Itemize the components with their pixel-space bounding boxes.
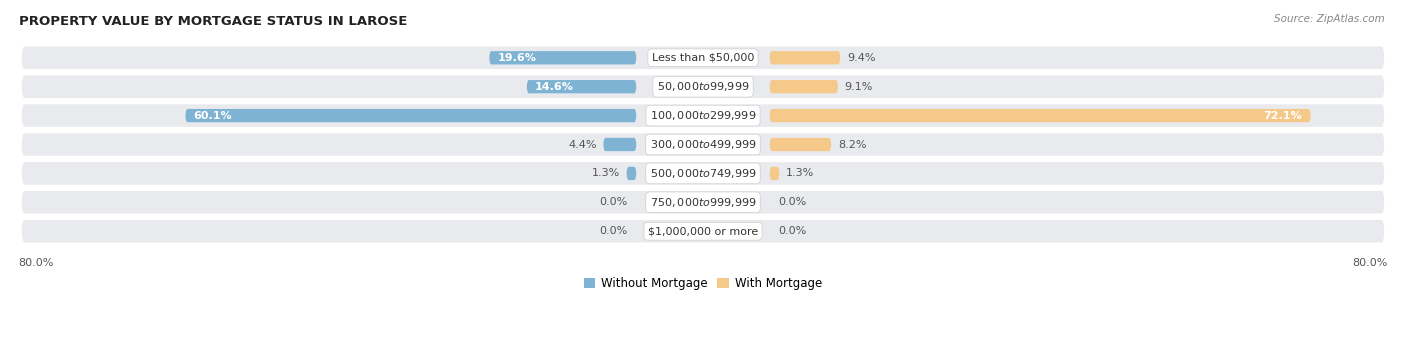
FancyBboxPatch shape <box>527 80 637 94</box>
Text: $50,000 to $99,999: $50,000 to $99,999 <box>657 80 749 93</box>
Text: 9.4%: 9.4% <box>846 53 876 63</box>
Text: 9.1%: 9.1% <box>845 82 873 92</box>
FancyBboxPatch shape <box>627 167 637 180</box>
FancyBboxPatch shape <box>22 220 1384 242</box>
FancyBboxPatch shape <box>769 109 1310 122</box>
Text: 0.0%: 0.0% <box>778 226 806 236</box>
FancyBboxPatch shape <box>769 80 838 94</box>
Text: 8.2%: 8.2% <box>838 139 866 150</box>
Legend: Without Mortgage, With Mortgage: Without Mortgage, With Mortgage <box>579 272 827 295</box>
FancyBboxPatch shape <box>22 104 1384 127</box>
FancyBboxPatch shape <box>769 167 779 180</box>
FancyBboxPatch shape <box>489 51 637 65</box>
FancyBboxPatch shape <box>769 51 841 65</box>
Text: 0.0%: 0.0% <box>600 197 628 207</box>
FancyBboxPatch shape <box>186 109 637 122</box>
Text: 14.6%: 14.6% <box>536 82 574 92</box>
Text: $500,000 to $749,999: $500,000 to $749,999 <box>650 167 756 180</box>
Text: Source: ZipAtlas.com: Source: ZipAtlas.com <box>1274 14 1385 23</box>
Text: 4.4%: 4.4% <box>568 139 596 150</box>
FancyBboxPatch shape <box>22 133 1384 156</box>
Text: 0.0%: 0.0% <box>778 197 806 207</box>
Text: $300,000 to $499,999: $300,000 to $499,999 <box>650 138 756 151</box>
Text: $100,000 to $299,999: $100,000 to $299,999 <box>650 109 756 122</box>
Text: 60.1%: 60.1% <box>194 110 232 121</box>
Text: PROPERTY VALUE BY MORTGAGE STATUS IN LAROSE: PROPERTY VALUE BY MORTGAGE STATUS IN LAR… <box>20 15 408 28</box>
Text: Less than $50,000: Less than $50,000 <box>652 53 754 63</box>
FancyBboxPatch shape <box>22 47 1384 69</box>
Text: 19.6%: 19.6% <box>498 53 537 63</box>
FancyBboxPatch shape <box>769 138 831 151</box>
FancyBboxPatch shape <box>22 191 1384 214</box>
Text: 1.3%: 1.3% <box>786 168 814 179</box>
FancyBboxPatch shape <box>22 162 1384 185</box>
Text: $750,000 to $999,999: $750,000 to $999,999 <box>650 196 756 209</box>
Text: 72.1%: 72.1% <box>1264 110 1302 121</box>
FancyBboxPatch shape <box>22 75 1384 98</box>
Text: 0.0%: 0.0% <box>600 226 628 236</box>
Text: $1,000,000 or more: $1,000,000 or more <box>648 226 758 236</box>
Text: 1.3%: 1.3% <box>592 168 620 179</box>
FancyBboxPatch shape <box>603 138 637 151</box>
